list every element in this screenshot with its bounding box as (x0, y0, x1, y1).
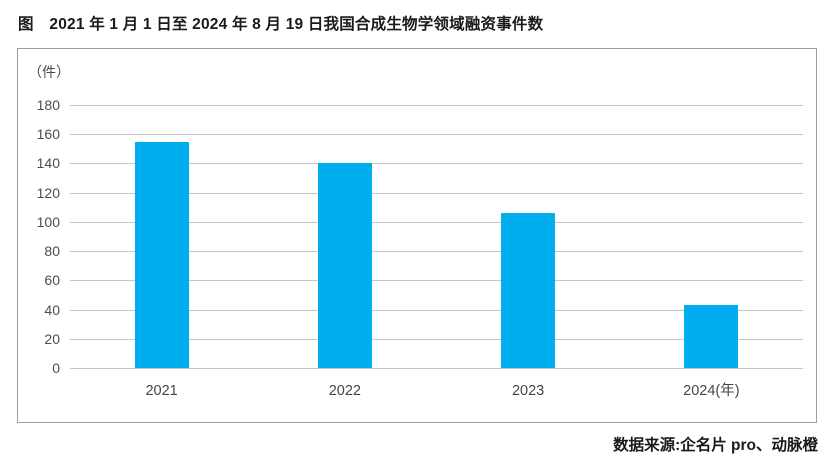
chart-container: （件） 180 160 140 120 100 80 60 40 20 0 2021 2022 2023… (17, 48, 817, 423)
bar-2021 (134, 141, 189, 368)
x-tick-label-2024(年): 2024(年) (683, 383, 740, 399)
y-tick-label-140: 140 (36, 155, 60, 172)
chart-title: 图 2021 年 1 月 1 日至 2024 年 8 月 19 日我国合成生物学… (18, 16, 544, 33)
y-tick-label-120: 120 (36, 184, 60, 201)
x-tick-label-2021: 2021 (145, 383, 178, 399)
gridline-y-140 (70, 163, 803, 165)
x-tick-label-2022: 2022 (328, 383, 361, 399)
gridline-y-120 (70, 192, 803, 194)
y-tick-label-20: 20 (44, 330, 60, 347)
x-tick-label-2023: 2023 (511, 383, 545, 399)
data-source-note: 数据来源:企名片 pro、动脉橙 (613, 437, 818, 454)
y-tick-label-180: 180 (36, 97, 60, 113)
gridline-y-180 (70, 105, 803, 106)
y-tick-label-160: 160 (36, 126, 60, 143)
gridline-y-80 (70, 251, 803, 253)
bar-2022 (317, 163, 372, 368)
y-axis-unit-label: （件） (28, 64, 70, 80)
bar-2023 (501, 213, 556, 368)
gridline-y-160 (70, 134, 803, 136)
y-tick-label-100: 100 (36, 213, 60, 230)
gridline-y-20 (70, 338, 803, 340)
y-tick-label-60: 60 (44, 272, 60, 289)
gridline-y-60 (70, 280, 803, 282)
y-tick-label-0: 0 (52, 360, 60, 376)
gridline-y-100 (70, 221, 803, 223)
y-tick-label-80: 80 (44, 243, 60, 260)
y-tick-label-40: 40 (44, 301, 60, 318)
gridline-y-40 (70, 309, 803, 311)
bar-2024(年) (684, 305, 739, 368)
gridline-y-0 (70, 368, 803, 369)
